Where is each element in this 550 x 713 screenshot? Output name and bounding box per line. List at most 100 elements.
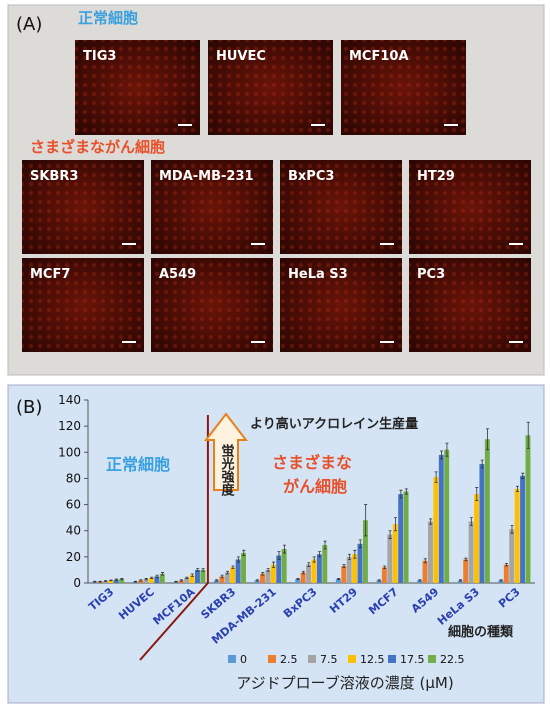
error-bar bbox=[185, 576, 189, 579]
error-bar bbox=[312, 556, 316, 563]
bar bbox=[300, 572, 306, 583]
bar bbox=[306, 564, 311, 583]
error-bar bbox=[190, 573, 194, 577]
panel-label: (A) bbox=[16, 14, 42, 35]
error-bar bbox=[261, 572, 265, 576]
cell-label: HT29 bbox=[417, 169, 455, 184]
bar bbox=[444, 449, 450, 583]
annotation: がん細胞 bbox=[283, 477, 347, 496]
error-bar bbox=[161, 572, 164, 576]
panel-b-background bbox=[7, 384, 545, 704]
cell-label: PC3 bbox=[417, 267, 445, 282]
legend-swatch bbox=[308, 655, 316, 663]
bar bbox=[392, 524, 398, 583]
error-bar bbox=[388, 530, 392, 539]
bar bbox=[403, 491, 409, 583]
image-grid: TIG3 HUVEC MCF10A SKBR3 MDA-MB-231 BxPC3 HT29 M… bbox=[22, 40, 531, 352]
group-label: 正常細胞 bbox=[78, 9, 138, 27]
error-bar bbox=[526, 421, 530, 449]
x-axis-label: 細胞の種類 bbox=[448, 624, 514, 640]
bar bbox=[474, 494, 479, 583]
error-bar bbox=[277, 551, 281, 560]
bar bbox=[311, 559, 317, 583]
error-bar bbox=[383, 565, 387, 570]
annotation: より高いアクロレイン生産量 bbox=[250, 416, 418, 432]
error-bar bbox=[201, 568, 205, 572]
bar bbox=[398, 494, 404, 583]
bar bbox=[362, 520, 368, 583]
error-bar bbox=[318, 551, 322, 558]
bar bbox=[417, 580, 423, 583]
bar bbox=[219, 576, 225, 583]
y-tick-label: 140 bbox=[58, 393, 81, 407]
bar bbox=[479, 464, 485, 583]
bar bbox=[322, 545, 328, 583]
bar bbox=[148, 577, 154, 583]
error-bar bbox=[323, 540, 327, 550]
legend-swatch bbox=[268, 655, 276, 663]
legend-swatch bbox=[228, 655, 236, 663]
bar bbox=[184, 577, 190, 583]
cell-label: TIG3 bbox=[83, 49, 116, 64]
micrograph-cells bbox=[208, 40, 333, 135]
cell-label: MCF10A bbox=[349, 49, 409, 64]
bar bbox=[230, 567, 236, 583]
error-bar bbox=[418, 579, 422, 582]
divider bbox=[139, 415, 209, 661]
error-bar bbox=[114, 578, 118, 581]
error-bar bbox=[423, 558, 427, 564]
error-bar bbox=[505, 562, 509, 567]
bar bbox=[463, 559, 469, 583]
micrograph-cells bbox=[75, 40, 200, 135]
bar bbox=[154, 576, 160, 583]
cell-label: SKBR3 bbox=[30, 169, 78, 184]
bar bbox=[213, 580, 219, 583]
bar bbox=[235, 559, 241, 583]
y-tick-label: 60 bbox=[66, 498, 81, 512]
error-bar bbox=[364, 504, 368, 537]
legend-label: 0 bbox=[240, 653, 247, 666]
micrograph-cells bbox=[151, 160, 273, 254]
legend-swatch bbox=[348, 655, 356, 663]
bar bbox=[270, 564, 276, 583]
y-tick-label: 100 bbox=[58, 445, 81, 459]
error-bar bbox=[521, 472, 525, 479]
micrograph-cells bbox=[341, 40, 466, 135]
error-bar bbox=[393, 517, 397, 532]
y-tick-label: 120 bbox=[58, 419, 81, 433]
error-bar bbox=[353, 549, 357, 559]
arrow-label: 蛍光強度 bbox=[219, 443, 236, 497]
bar bbox=[102, 581, 108, 583]
cell-label: HUVEC bbox=[216, 49, 266, 64]
error-bar bbox=[499, 579, 503, 582]
error-bar bbox=[445, 442, 449, 457]
error-bar bbox=[179, 579, 183, 582]
bar bbox=[108, 580, 114, 583]
micrograph-cells bbox=[280, 160, 402, 254]
bar bbox=[335, 579, 341, 583]
error-bar bbox=[399, 489, 403, 499]
bar bbox=[498, 580, 504, 583]
bar bbox=[457, 580, 463, 583]
bar bbox=[265, 569, 271, 583]
error-bar bbox=[236, 556, 240, 563]
bar bbox=[138, 580, 144, 583]
arrow bbox=[203, 412, 249, 491]
error-bar bbox=[104, 580, 108, 582]
bar bbox=[276, 555, 282, 583]
bar bbox=[376, 580, 382, 583]
error-bar bbox=[475, 487, 479, 502]
bar bbox=[484, 439, 490, 583]
error-bar bbox=[196, 568, 200, 572]
cell-label: MDA-MB-231 bbox=[159, 169, 254, 184]
error-bar bbox=[174, 580, 178, 583]
error-bar bbox=[377, 579, 381, 582]
error-bar bbox=[215, 579, 219, 582]
error-bar bbox=[139, 579, 143, 582]
bar bbox=[433, 477, 439, 583]
error-bar bbox=[347, 553, 351, 560]
error-bar bbox=[242, 549, 246, 556]
bar bbox=[509, 529, 515, 583]
error-bar bbox=[226, 570, 230, 575]
error-bar bbox=[150, 576, 154, 579]
